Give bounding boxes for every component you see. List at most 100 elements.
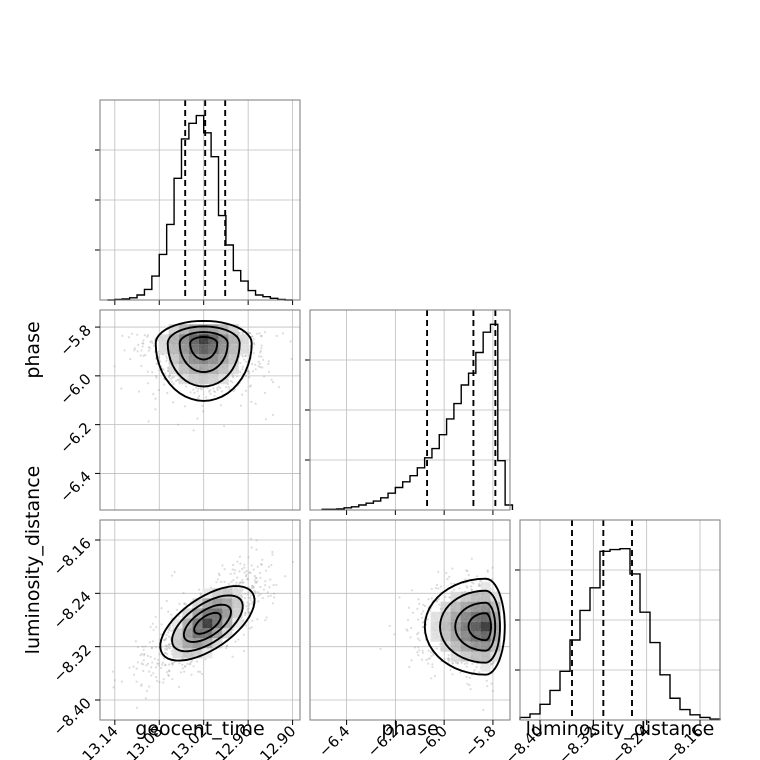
density-cell: [182, 608, 193, 619]
scatter-point: [144, 645, 147, 648]
scatter-point: [272, 584, 275, 587]
scatter-point: [167, 376, 170, 379]
scatter-point: [120, 387, 123, 390]
density-cell: [198, 334, 209, 345]
scatter-point: [248, 611, 251, 614]
scatter-point: [430, 677, 433, 680]
scatter-point: [250, 546, 253, 549]
scatter-point: [155, 676, 158, 679]
scatter-point: [435, 600, 438, 603]
contour-level-1: [467, 612, 492, 642]
scatter-point: [177, 685, 180, 689]
scatter-point: [243, 358, 246, 361]
scatter-point: [230, 580, 233, 583]
scatter-point: [168, 627, 171, 630]
scatter-point: [149, 655, 152, 659]
histogram-geocent_time: [107, 114, 293, 301]
scatter-point: [435, 586, 438, 590]
scatter-point: [160, 633, 163, 636]
scatter-point: [260, 563, 263, 566]
density-cell: [490, 651, 501, 662]
y-tick-label: −6.4: [56, 468, 94, 506]
scatter-point: [154, 646, 157, 649]
density-cell: [430, 611, 441, 622]
scatter-point: [258, 332, 261, 335]
scatter-point: [418, 639, 421, 642]
scatter-point: [184, 603, 187, 606]
scatter-point: [244, 374, 247, 378]
scatter-point: [167, 635, 170, 638]
scatter-point: [470, 589, 473, 592]
scatter-point: [421, 649, 424, 652]
scatter-point: [231, 381, 234, 384]
density-cell: [470, 591, 481, 602]
scatter-point: [478, 584, 481, 587]
scatter-point: [255, 581, 258, 584]
scatter-point: [248, 332, 251, 335]
scatter-point: [454, 661, 458, 664]
density-cell: [222, 628, 233, 639]
scatter-point: [470, 585, 473, 588]
density-cell: [182, 628, 193, 639]
scatter-point: [264, 580, 267, 583]
scatter-point: [260, 344, 263, 347]
scatter-point: [239, 361, 242, 365]
scatter-point: [148, 641, 151, 644]
density-cell: [460, 631, 471, 642]
density-cell: [172, 638, 183, 649]
scatter-point: [478, 583, 481, 586]
scatter-point: [158, 369, 161, 372]
scatter-point: [410, 659, 413, 662]
scatter-point: [165, 599, 168, 603]
density-cell: [480, 631, 491, 642]
scatter-point: [166, 644, 169, 648]
scatter-point: [236, 576, 239, 579]
scatter-point: [448, 575, 451, 579]
scatter-point: [149, 340, 152, 343]
scatter-point: [273, 596, 276, 599]
density-cell: [480, 611, 491, 622]
scatter-point: [264, 331, 267, 334]
scatter-point: [267, 595, 270, 598]
scatter-point: [249, 384, 253, 387]
scatter-point: [190, 673, 193, 676]
y-axis-label-phase: phase: [22, 321, 44, 378]
scatter-point: [164, 651, 167, 655]
density-cell: [440, 641, 451, 652]
density-cell: [218, 364, 229, 375]
scatter-point: [189, 662, 192, 665]
density-cell: [188, 324, 199, 335]
density-cell: [490, 591, 501, 602]
density-cell: [228, 364, 239, 375]
scatter-point: [154, 666, 158, 669]
density-cell: [202, 608, 213, 619]
density-cell: [178, 364, 189, 375]
scatter-point: [141, 345, 144, 348]
scatter-point: [251, 619, 254, 622]
scatter-point: [427, 598, 430, 601]
scatter-point: [169, 647, 172, 650]
density-cell: [450, 611, 461, 622]
density-cell: [470, 621, 481, 632]
scatter-point: [248, 586, 251, 589]
density-cell: [202, 638, 213, 649]
scatter-point: [167, 643, 170, 646]
scatter-point: [171, 663, 174, 666]
scatter-point: [156, 679, 159, 683]
scatter-point: [251, 370, 255, 373]
scatter-point: [129, 358, 132, 361]
scatter-point: [257, 600, 260, 603]
scatter-point: [153, 657, 156, 661]
scatter-point: [260, 355, 263, 358]
scatter-point: [120, 680, 123, 683]
scatter-point: [469, 688, 472, 691]
scatter-point: [418, 602, 421, 606]
scatter-point: [235, 581, 238, 584]
scatter-point: [146, 662, 150, 665]
contour-level-4: [154, 319, 253, 402]
density-cell: [232, 618, 243, 629]
scatter-point: [169, 377, 172, 380]
scatter-point: [167, 673, 170, 677]
scatter-point: [220, 390, 224, 393]
